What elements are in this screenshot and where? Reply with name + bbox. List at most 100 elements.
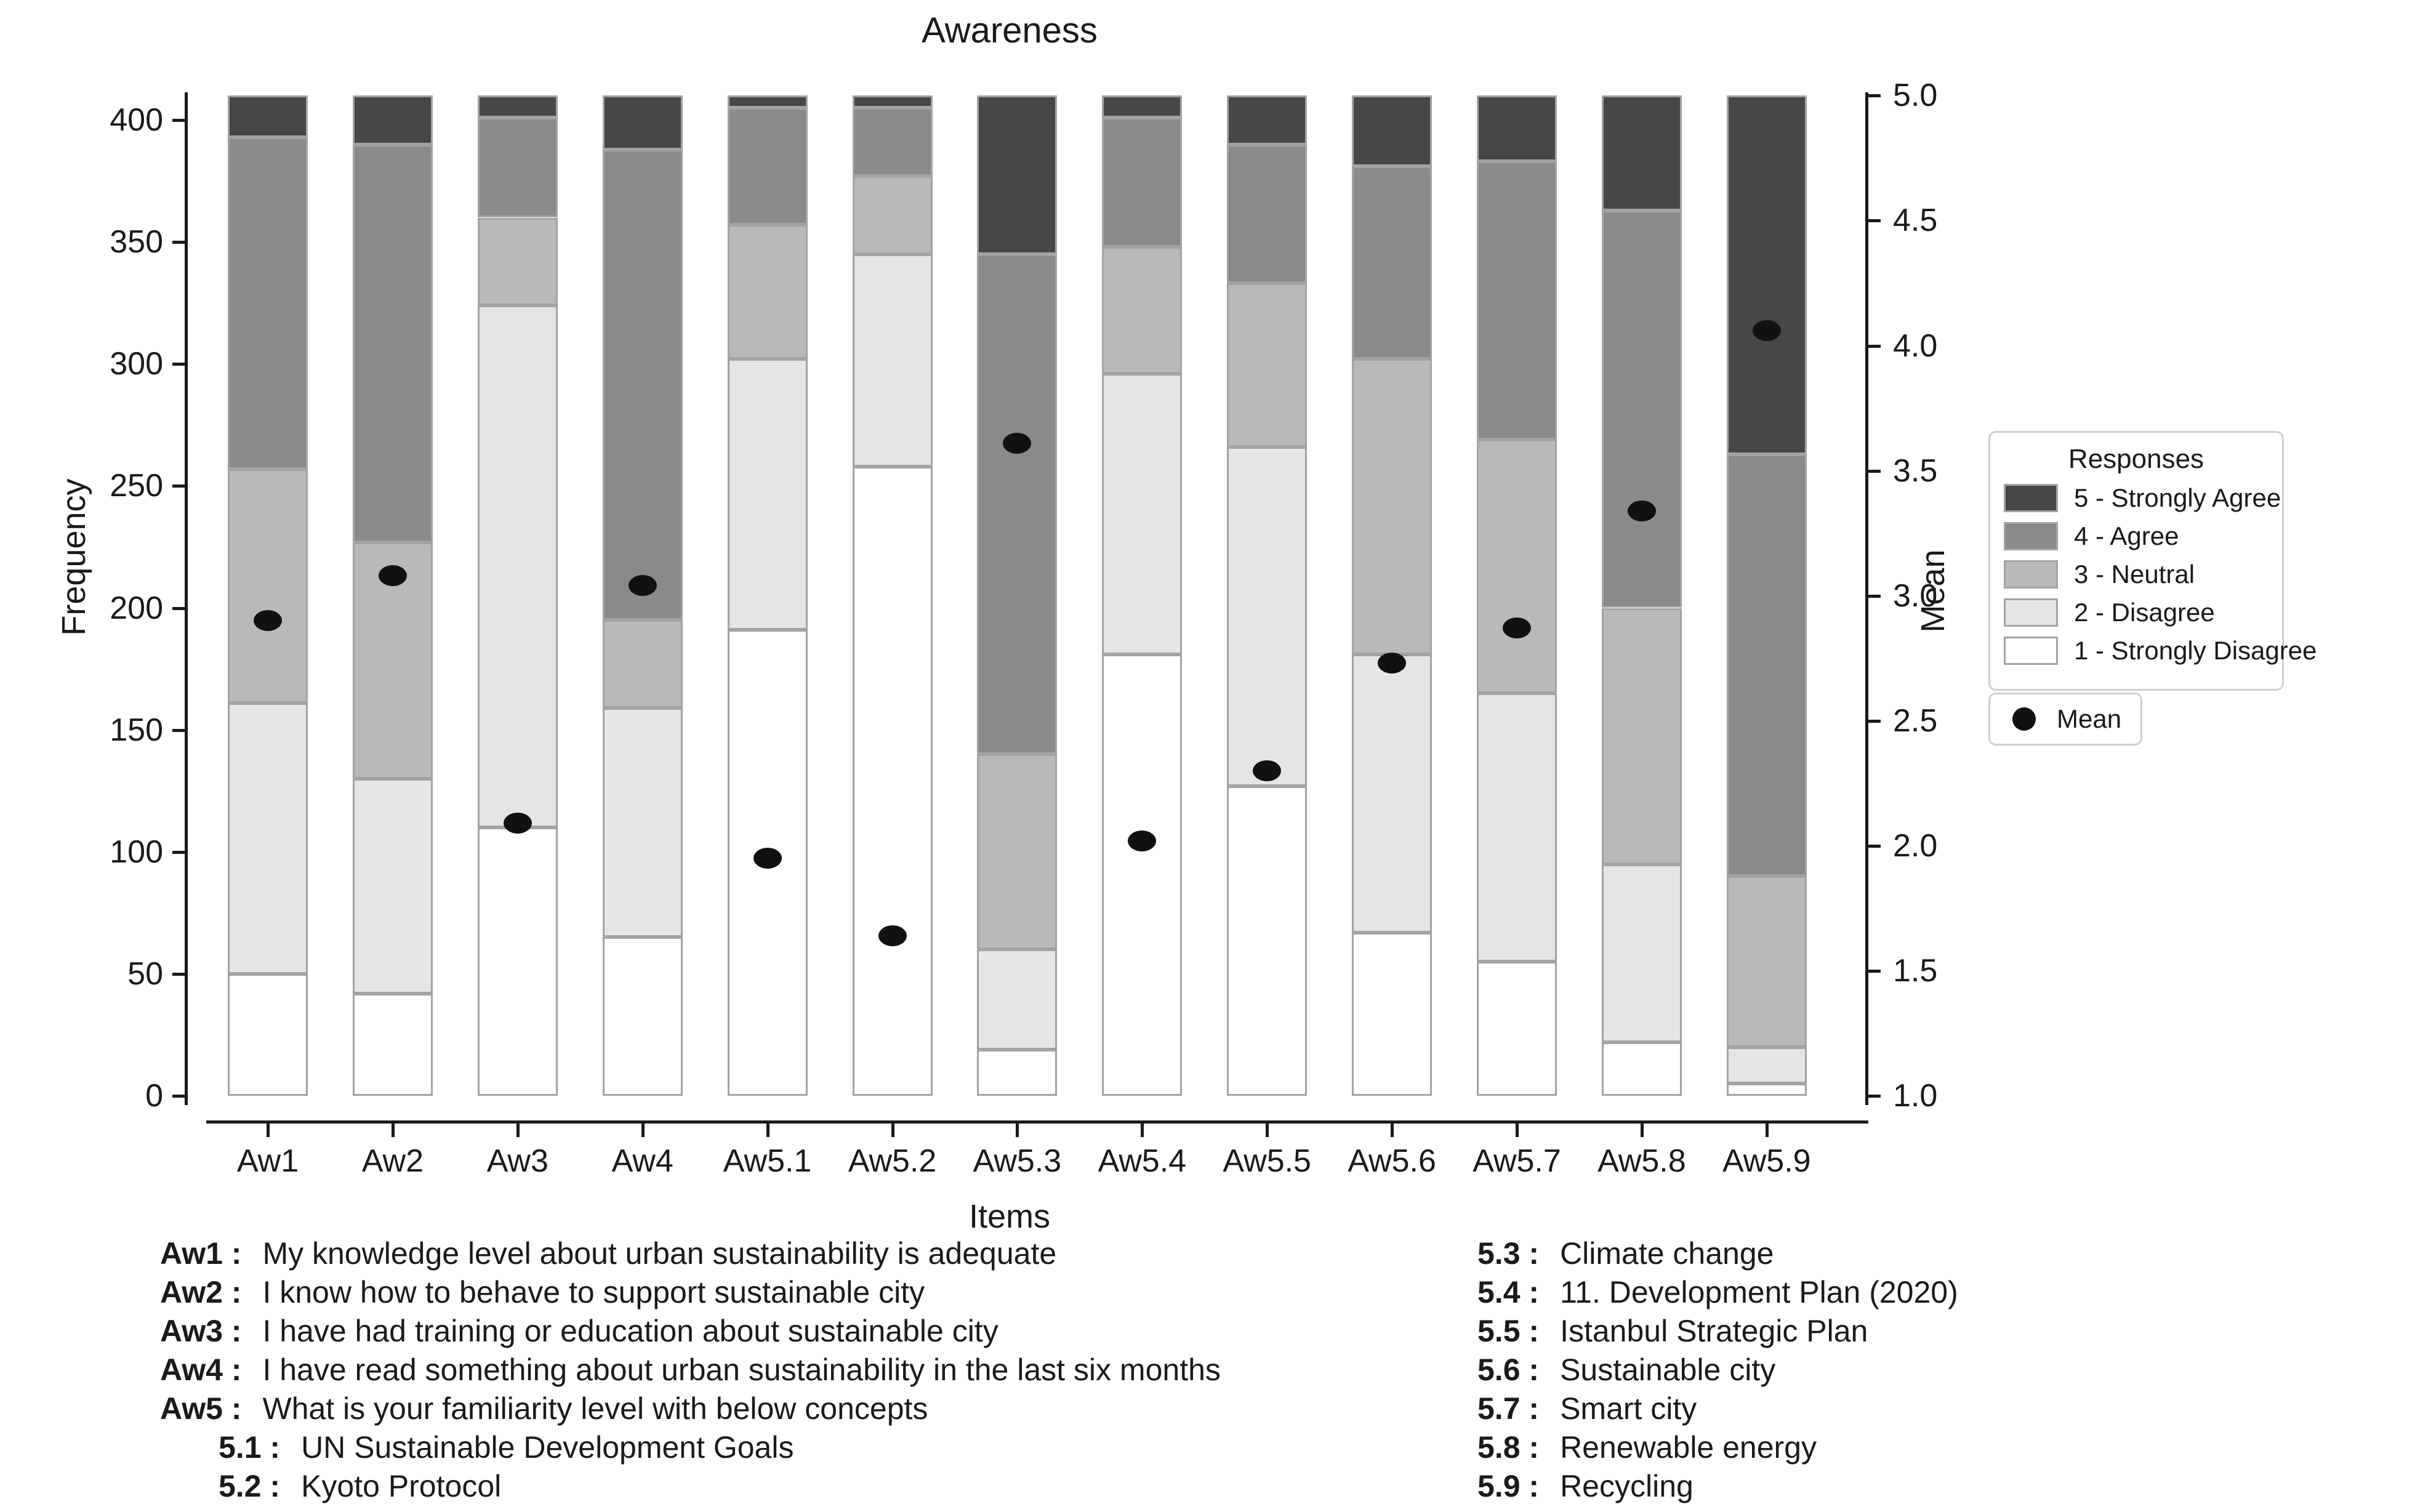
bar-segment [602, 95, 683, 150]
y-axis-left-spine [185, 92, 188, 1105]
y-axis-left-tick-label: 150 [110, 712, 163, 748]
mean-dot [1128, 830, 1157, 851]
legend-item: 2 - Disagree [2004, 598, 2268, 627]
legend-item: 5 - Strongly Agree [2004, 483, 2281, 513]
bar-segment [1477, 161, 1557, 440]
item-text: Istanbul Strategic Plan [1560, 1314, 1868, 1348]
bar-segment [1726, 95, 1807, 454]
x-axis-category-label: Aw4 [611, 1143, 673, 1179]
y-axis-left-tick-label: 100 [110, 834, 163, 870]
item-text: 11. Development Plan (2020) [1560, 1275, 1958, 1309]
x-axis-tick [891, 1124, 894, 1137]
y-axis-right-tick [1868, 219, 1881, 223]
y-axis-right-tick-label: 1.5 [1893, 952, 1938, 989]
item-text: Renewable energy [1560, 1430, 1817, 1465]
bar-segment [602, 937, 683, 1096]
y-axis-right-tick [1868, 969, 1881, 973]
y-axis-left-tick-label: 0 [145, 1078, 163, 1114]
legend-item-label: 1 - Strongly Disagree [2074, 636, 2317, 665]
item-descriptions-right: 5.3 Climate change 5.4 11. Development Pla… [1477, 1234, 2339, 1506]
item-text: I have had training or education about s… [262, 1314, 999, 1348]
item-text: What is your familiarity level with belo… [262, 1391, 928, 1426]
x-axis-category-label: Aw5.8 [1597, 1143, 1686, 1179]
item-key: 5.9 [1477, 1467, 1539, 1506]
bar-segment [977, 949, 1058, 1050]
x-axis-category-label: Aw5.2 [848, 1143, 937, 1179]
swatch-neutral [2004, 560, 2058, 589]
bar-segment [477, 827, 558, 1096]
item-row: 5.6 Sustainable city [1477, 1351, 2339, 1389]
x-axis-category-label: Aw2 [361, 1143, 424, 1179]
mean-dot [1627, 500, 1656, 521]
bar-segment [1601, 95, 1682, 211]
item-key: 5.8 [1477, 1428, 1539, 1467]
x-axis-category-label: Aw5.6 [1348, 1143, 1436, 1179]
x-axis-category-label: Aw3 [486, 1143, 548, 1179]
bar-segment [727, 225, 808, 360]
bar-segment [1227, 95, 1308, 145]
y-axis-right-tick [1868, 844, 1881, 848]
chart-title: Awareness [922, 10, 1098, 50]
item-key: 5.3 [1477, 1234, 1539, 1273]
bar-segment [977, 254, 1058, 755]
bar-segment [1227, 144, 1308, 284]
y-axis-right-tick [1868, 94, 1881, 98]
y-axis-right-tick [1868, 469, 1881, 473]
mean-dot [753, 848, 782, 869]
y-axis-right-title: Mean [1915, 549, 1951, 633]
bar-segment [477, 118, 558, 218]
item-key: 5.2 [160, 1467, 280, 1506]
item-row: Aw2 I know how to behave to support susta… [160, 1273, 1422, 1312]
bar-segment [602, 149, 683, 621]
y-axis-right-tick-label: 1.0 [1893, 1078, 1938, 1114]
y-axis-left-tick [172, 972, 185, 976]
mean-dot [1378, 653, 1407, 674]
item-text: UN Sustainable Development Goals [301, 1430, 794, 1465]
x-axis-tick [1516, 1124, 1519, 1137]
bar-segment [228, 973, 308, 1096]
legend-item-label: 2 - Disagree [2074, 598, 2215, 627]
plot-area: Items 0 50 100 150 200 250 300 350 400 1.0 1.5 2.0 2… [110, 78, 1937, 1235]
bar-segment [1102, 118, 1183, 247]
bar-segment [1102, 95, 1183, 118]
bar-segment [477, 305, 558, 828]
y-axis-left-tick [172, 728, 185, 732]
bar-segment [1102, 374, 1183, 654]
legend-item: 1 - Strongly Disagree [2004, 636, 2317, 666]
y-axis-left-tick-label: 350 [110, 224, 163, 260]
y-axis-right-tick-label: 2.5 [1893, 702, 1938, 739]
mean-dot-icon [2012, 707, 2036, 731]
x-axis-tick [1765, 1124, 1769, 1137]
item-text: I know how to behave to support sustaina… [262, 1275, 925, 1309]
mean-dot [1253, 760, 1282, 781]
bar-segment [1601, 1042, 1682, 1096]
bar-segment [977, 1049, 1058, 1096]
bar-segment [1601, 864, 1682, 1042]
y-axis-left-tick [172, 606, 185, 610]
bar-segment [1102, 247, 1183, 374]
item-key: Aw4 [160, 1351, 241, 1389]
y-axis-left-tick-label: 300 [110, 346, 163, 382]
bar-segment [1352, 359, 1432, 654]
bar-segment [1477, 693, 1557, 962]
bar-segment [1352, 95, 1432, 167]
mean-dot [503, 813, 532, 834]
legend-item-label: 3 - Neutral [2074, 560, 2195, 589]
y-axis-left-tick-label: 250 [110, 468, 163, 504]
x-axis-category-label: Aw5.1 [723, 1143, 812, 1179]
bar-segment [727, 95, 808, 108]
y-axis-right-tick-label: 2.0 [1893, 827, 1938, 864]
bar-segment [1601, 210, 1682, 608]
item-row: 5.1 UN Sustainable Development Goals [160, 1428, 1422, 1467]
item-row: 5.4 11. Development Plan (2020) [1477, 1273, 2339, 1312]
item-row: Aw4 I have read something about urban sus… [160, 1351, 1422, 1389]
bar-segment [1352, 654, 1432, 933]
bar-segment [727, 108, 808, 225]
item-row: 5.2 Kyoto Protocol [160, 1467, 1422, 1506]
x-axis-line [206, 1120, 1868, 1124]
y-axis-left-tick [172, 485, 185, 488]
item-key: 5.4 [1477, 1273, 1539, 1312]
x-axis-tick [766, 1124, 769, 1137]
bar-segment [352, 993, 433, 1096]
item-key: Aw1 [160, 1234, 241, 1273]
